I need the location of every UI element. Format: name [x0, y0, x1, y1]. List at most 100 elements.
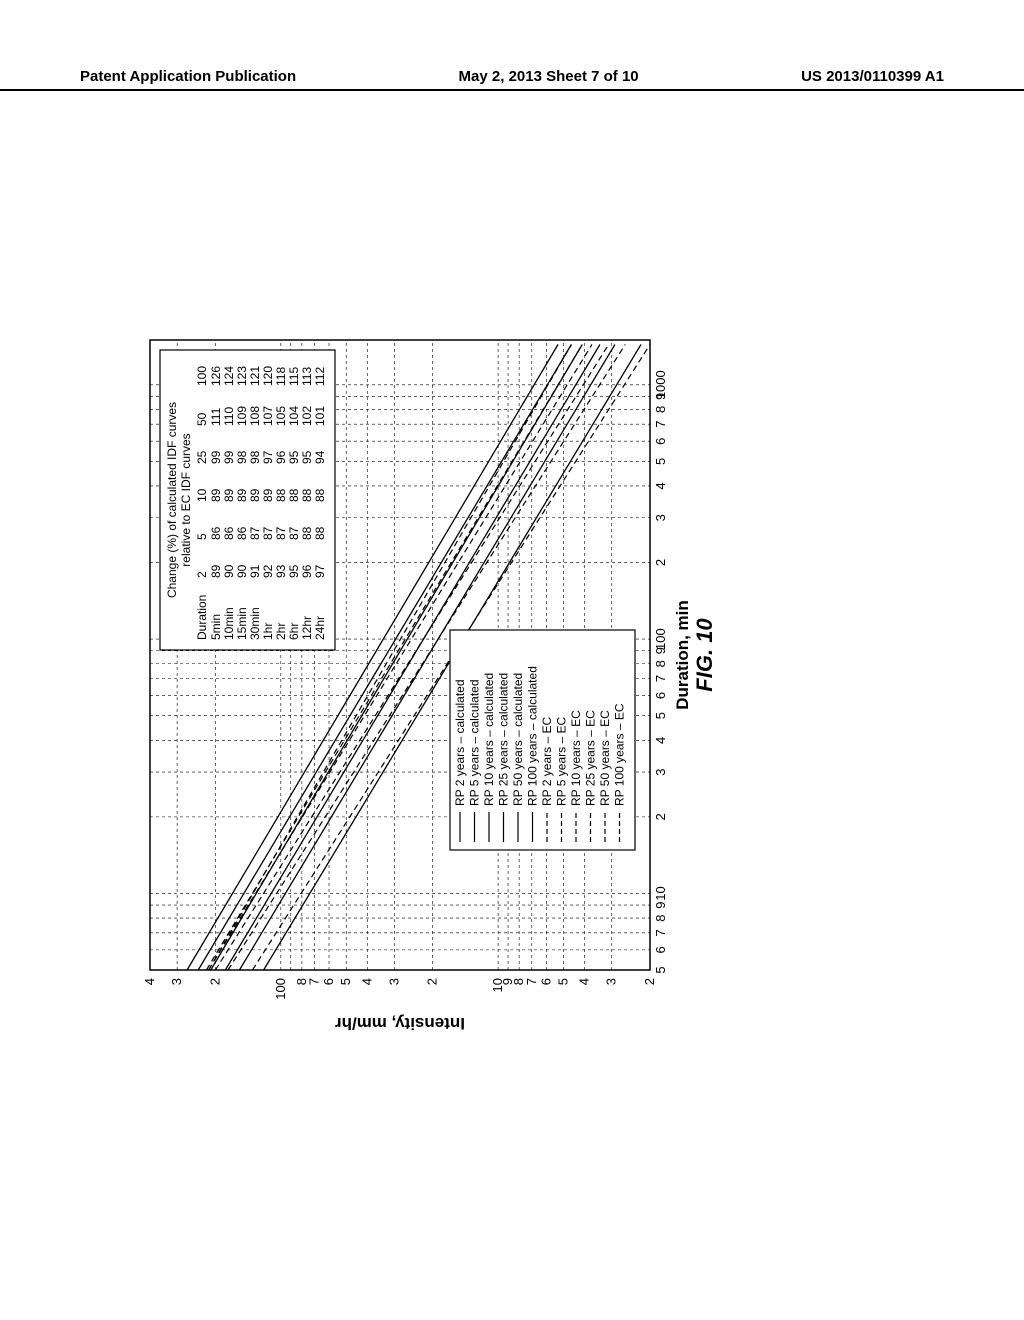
- svg-text:30min: 30min: [248, 607, 262, 640]
- svg-text:6: 6: [653, 438, 668, 445]
- svg-text:3: 3: [604, 978, 619, 985]
- svg-text:124: 124: [222, 366, 236, 386]
- svg-text:90: 90: [222, 564, 236, 578]
- svg-text:5: 5: [338, 978, 353, 985]
- svg-text:7: 7: [653, 929, 668, 936]
- svg-text:112: 112: [313, 367, 327, 386]
- svg-text:RP 10 years – calculated: RP 10 years – calculated: [482, 673, 496, 806]
- svg-text:4: 4: [653, 482, 668, 489]
- svg-text:1hr: 1hr: [261, 623, 275, 640]
- svg-text:115: 115: [287, 367, 301, 386]
- svg-text:4: 4: [142, 978, 157, 985]
- svg-text:2: 2: [642, 978, 657, 985]
- svg-text:6: 6: [653, 692, 668, 699]
- svg-text:92: 92: [261, 564, 275, 578]
- idf-chart: 5678910234567891002345678910002345678910…: [130, 290, 750, 1050]
- svg-text:96: 96: [274, 450, 288, 464]
- svg-text:90: 90: [235, 564, 249, 578]
- svg-text:87: 87: [261, 526, 275, 540]
- svg-text:104: 104: [287, 406, 301, 426]
- svg-text:relative to EC IDF curves: relative to EC IDF curves: [179, 433, 193, 566]
- svg-text:5: 5: [653, 712, 668, 719]
- svg-text:95: 95: [287, 564, 301, 578]
- svg-text:5min: 5min: [209, 614, 223, 640]
- svg-text:88: 88: [313, 526, 327, 540]
- svg-text:105: 105: [274, 406, 288, 426]
- svg-text:2: 2: [207, 978, 222, 985]
- svg-text:111: 111: [209, 407, 223, 426]
- svg-text:Duration: Duration: [195, 595, 209, 640]
- svg-text:89: 89: [222, 488, 236, 502]
- svg-text:4: 4: [653, 737, 668, 744]
- svg-text:120: 120: [261, 366, 275, 386]
- svg-text:2: 2: [653, 559, 668, 566]
- svg-text:8: 8: [653, 914, 668, 921]
- svg-text:8: 8: [653, 406, 668, 413]
- svg-text:24hr: 24hr: [313, 616, 327, 640]
- page-header: Patent Application Publication May 2, 20…: [0, 68, 1024, 91]
- svg-text:108: 108: [248, 406, 262, 426]
- svg-text:6: 6: [653, 946, 668, 953]
- svg-text:107: 107: [261, 406, 275, 426]
- svg-text:FIG. 10: FIG. 10: [692, 618, 717, 692]
- svg-text:25: 25: [195, 450, 209, 464]
- svg-text:95: 95: [300, 450, 314, 464]
- svg-text:15min: 15min: [235, 607, 249, 640]
- svg-text:109: 109: [235, 406, 249, 426]
- svg-text:RP 50 years – EC: RP 50 years – EC: [598, 710, 612, 806]
- header-right: US 2013/0110399 A1: [801, 68, 944, 85]
- svg-text:93: 93: [274, 564, 288, 578]
- svg-text:9: 9: [653, 901, 668, 908]
- svg-text:100: 100: [653, 628, 668, 650]
- svg-text:96: 96: [300, 564, 314, 578]
- svg-text:87: 87: [248, 526, 262, 540]
- svg-text:5: 5: [195, 533, 209, 540]
- svg-text:126: 126: [209, 366, 223, 386]
- svg-text:87: 87: [287, 526, 301, 540]
- svg-text:110: 110: [222, 407, 236, 426]
- svg-text:113: 113: [300, 367, 314, 386]
- svg-text:121: 121: [248, 366, 262, 386]
- svg-text:89: 89: [235, 488, 249, 502]
- svg-text:118: 118: [274, 367, 288, 386]
- svg-text:5: 5: [653, 966, 668, 973]
- header-center: May 2, 2013 Sheet 7 of 10: [459, 68, 639, 85]
- svg-text:99: 99: [209, 450, 223, 464]
- svg-text:91: 91: [248, 564, 262, 578]
- svg-text:6: 6: [538, 978, 553, 985]
- svg-text:99: 99: [222, 450, 236, 464]
- svg-text:101: 101: [313, 406, 327, 426]
- svg-text:12hr: 12hr: [300, 616, 314, 640]
- svg-text:10: 10: [653, 886, 668, 900]
- figure-container: 5678910234567891002345678910002345678910…: [130, 290, 750, 1050]
- svg-text:88: 88: [274, 488, 288, 502]
- svg-text:RP 25 years – calculated: RP 25 years – calculated: [497, 673, 511, 806]
- svg-text:10min: 10min: [222, 607, 236, 640]
- svg-text:2: 2: [425, 978, 440, 985]
- svg-text:97: 97: [261, 450, 275, 464]
- svg-text:6hr: 6hr: [287, 623, 301, 640]
- svg-text:Duration, min: Duration, min: [673, 600, 692, 710]
- svg-text:88: 88: [300, 488, 314, 502]
- svg-text:123: 123: [235, 366, 249, 386]
- header-left: Patent Application Publication: [80, 68, 296, 85]
- svg-text:2: 2: [653, 813, 668, 820]
- svg-text:4: 4: [359, 978, 374, 985]
- svg-text:Change (%) of calculated IDF c: Change (%) of calculated IDF curves: [165, 402, 179, 598]
- svg-text:86: 86: [209, 526, 223, 540]
- svg-text:3: 3: [169, 978, 184, 985]
- svg-text:89: 89: [209, 564, 223, 578]
- svg-text:88: 88: [300, 526, 314, 540]
- svg-text:100: 100: [273, 978, 288, 1000]
- svg-text:2hr: 2hr: [274, 623, 288, 640]
- svg-text:RP 25 years – EC: RP 25 years – EC: [584, 710, 598, 806]
- svg-text:RP 100 years – EC: RP 100 years – EC: [613, 703, 627, 806]
- svg-text:2: 2: [195, 571, 209, 578]
- svg-text:5: 5: [653, 458, 668, 465]
- svg-text:97: 97: [313, 564, 327, 578]
- svg-text:5: 5: [556, 978, 571, 985]
- svg-text:95: 95: [287, 450, 301, 464]
- svg-text:RP 100 years – calculated: RP 100 years – calculated: [526, 666, 540, 806]
- svg-text:7: 7: [653, 421, 668, 428]
- svg-text:50: 50: [195, 412, 209, 426]
